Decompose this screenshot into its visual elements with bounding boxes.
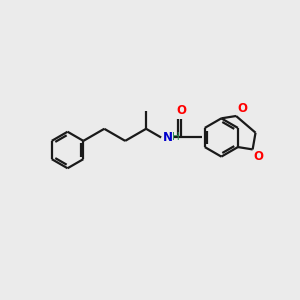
Text: H: H <box>172 133 179 142</box>
Text: O: O <box>254 150 263 163</box>
Text: N: N <box>163 131 173 144</box>
Text: O: O <box>237 102 247 116</box>
Text: O: O <box>176 104 186 117</box>
